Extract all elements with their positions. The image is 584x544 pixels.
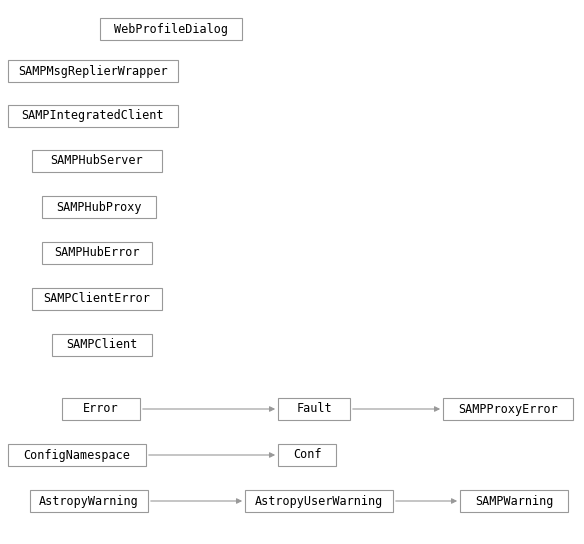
Text: SAMPHubProxy: SAMPHubProxy: [56, 201, 142, 213]
Text: Fault: Fault: [296, 403, 332, 416]
Bar: [42, 196, 156, 218]
Bar: [460, 490, 568, 512]
Text: AstropyWarning: AstropyWarning: [39, 494, 139, 508]
Bar: [52, 334, 152, 356]
Bar: [42, 242, 152, 264]
Bar: [245, 490, 393, 512]
Bar: [278, 398, 350, 420]
Text: ConfigNamespace: ConfigNamespace: [23, 448, 130, 461]
Text: SAMPIntegratedClient: SAMPIntegratedClient: [22, 109, 164, 122]
Bar: [8, 105, 178, 127]
Bar: [100, 18, 242, 40]
Bar: [30, 490, 148, 512]
Text: SAMPHubServer: SAMPHubServer: [51, 154, 143, 168]
Text: WebProfileDialog: WebProfileDialog: [114, 22, 228, 35]
Text: SAMPClientError: SAMPClientError: [44, 293, 151, 306]
Bar: [32, 288, 162, 310]
Bar: [8, 60, 178, 82]
Bar: [278, 444, 336, 466]
Text: AstropyUserWarning: AstropyUserWarning: [255, 494, 383, 508]
Bar: [62, 398, 140, 420]
Text: SAMPProxyError: SAMPProxyError: [458, 403, 558, 416]
Text: SAMPClient: SAMPClient: [67, 338, 138, 351]
Bar: [32, 150, 162, 172]
Text: SAMPHubError: SAMPHubError: [54, 246, 140, 259]
Text: SAMPMsgReplierWrapper: SAMPMsgReplierWrapper: [18, 65, 168, 77]
Text: Conf: Conf: [293, 448, 321, 461]
Bar: [443, 398, 573, 420]
Bar: [8, 444, 146, 466]
Text: Error: Error: [83, 403, 119, 416]
Text: SAMPWarning: SAMPWarning: [475, 494, 553, 508]
